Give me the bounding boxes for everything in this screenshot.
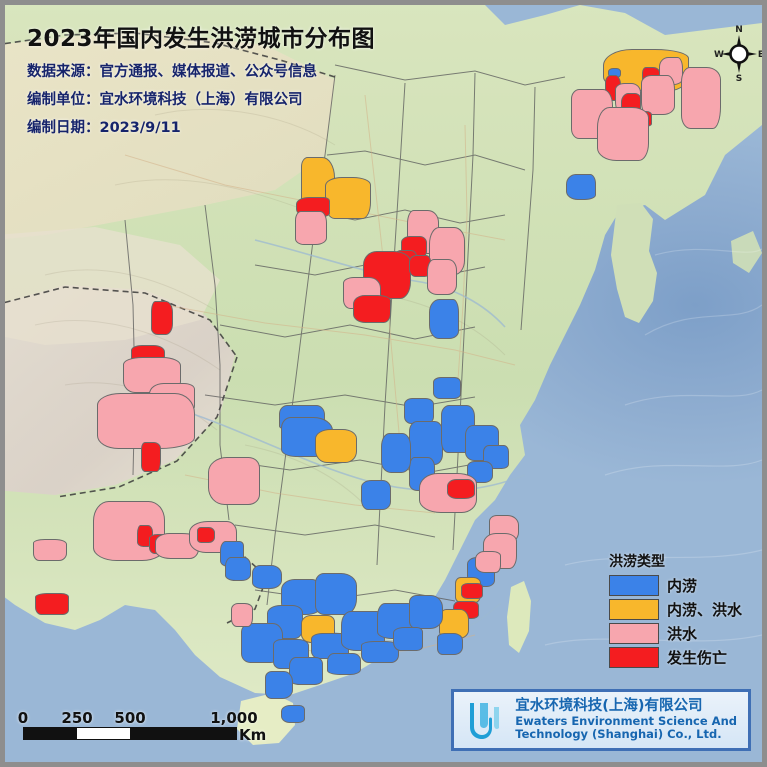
flooded-city-polygon bbox=[641, 75, 675, 115]
flooded-city-polygon bbox=[225, 557, 251, 581]
map-header: 2023年国内发生洪涝城市分布图 数据来源：官方通报、媒体报道、公众号信息 编制… bbox=[27, 19, 375, 137]
flooded-city-polygon bbox=[97, 393, 195, 449]
compass-east-label: E bbox=[758, 50, 764, 60]
legend-swatch bbox=[609, 575, 659, 596]
flooded-city-polygon bbox=[33, 539, 67, 561]
flooded-city-polygon bbox=[361, 641, 399, 663]
flooded-city-polygon bbox=[289, 657, 323, 685]
flooded-city-polygon bbox=[208, 457, 260, 505]
legend: 洪涝类型 内涝内涝、洪水洪水发生伤亡 bbox=[609, 551, 742, 671]
scale-tick-label: 500 bbox=[114, 709, 146, 727]
organization-line: 编制单位：宜水环境科技（上海）有限公司 bbox=[27, 92, 303, 108]
flooded-city-polygon bbox=[437, 633, 463, 655]
compass-west-label: W bbox=[714, 50, 724, 60]
company-name-en-line2: Technology (Shanghai) Co., Ltd. bbox=[515, 727, 722, 742]
legend-item-label: 发生伤亡 bbox=[667, 649, 728, 667]
flooded-city-polygon bbox=[381, 433, 411, 473]
legend-item: 发生伤亡 bbox=[609, 647, 742, 668]
company-name-cn: 宜水环境科技(上海)有限公司 bbox=[515, 697, 703, 714]
flooded-city-polygon bbox=[427, 259, 457, 295]
legend-title: 洪涝类型 bbox=[609, 554, 665, 570]
legend-item: 洪水 bbox=[609, 623, 742, 644]
compass-rose: N W E S bbox=[714, 25, 764, 83]
flooded-city-polygon bbox=[315, 573, 357, 615]
legend-swatch bbox=[609, 623, 659, 644]
scale-bar-graphic bbox=[23, 727, 237, 740]
compass-south-label: S bbox=[736, 74, 742, 83]
compiled-date-line: 编制日期：2023/9/11 bbox=[27, 120, 181, 136]
legend-swatch bbox=[609, 647, 659, 668]
flooded-city-polygon bbox=[566, 174, 596, 200]
scale-tick-label: 1,000 bbox=[210, 709, 258, 727]
scale-tick-label: 250 bbox=[61, 709, 93, 727]
flooded-city-polygon bbox=[681, 67, 721, 129]
flooded-city-polygon bbox=[295, 211, 327, 245]
scale-bar: 0 250 500 1,000 Km bbox=[18, 709, 266, 744]
scale-tick-label: 0 bbox=[17, 709, 29, 727]
flooded-city-polygon bbox=[231, 603, 253, 627]
legend-item-label: 洪水 bbox=[667, 625, 698, 643]
legend-swatch bbox=[609, 599, 659, 620]
flooded-city-polygon bbox=[433, 377, 461, 399]
compass-north-label: N bbox=[735, 25, 743, 35]
flooded-city-polygon bbox=[151, 301, 173, 335]
flooded-city-polygon bbox=[325, 177, 371, 219]
data-source-line: 数据来源：官方通报、媒体报道、公众号信息 bbox=[27, 64, 317, 80]
flooded-city-polygon bbox=[265, 671, 293, 699]
flooded-cities-layer bbox=[5, 5, 762, 762]
flooded-city-polygon bbox=[483, 445, 509, 469]
flooded-city-polygon bbox=[475, 551, 501, 573]
flooded-city-polygon bbox=[327, 653, 361, 675]
flooded-city-polygon bbox=[141, 442, 161, 472]
company-logo: 宜水环境科技(上海)有限公司 Ewaters Environment Scien… bbox=[451, 689, 751, 751]
flooded-city-polygon bbox=[404, 398, 434, 424]
water-drop-icon bbox=[470, 703, 500, 739]
flooded-city-polygon bbox=[393, 627, 423, 651]
flooded-city-polygon bbox=[315, 429, 357, 463]
flooded-city-polygon bbox=[281, 705, 305, 723]
flooded-city-polygon bbox=[35, 593, 69, 615]
flooded-city-polygon bbox=[252, 565, 282, 589]
flooded-city-polygon bbox=[361, 480, 391, 510]
legend-item-label: 内涝、洪水 bbox=[667, 601, 743, 619]
legend-item: 内涝、洪水 bbox=[609, 599, 742, 620]
page-title: 2023年国内发生洪涝城市分布图 bbox=[27, 26, 376, 52]
flooded-city-polygon bbox=[461, 583, 483, 599]
scale-unit-label: Km bbox=[239, 726, 267, 744]
flooded-city-polygon bbox=[429, 299, 459, 339]
flooded-city-polygon bbox=[197, 527, 215, 543]
flooded-city-polygon bbox=[597, 107, 649, 161]
flooded-city-polygon bbox=[447, 479, 475, 499]
flooded-city-polygon bbox=[353, 295, 391, 323]
flooded-city-polygon bbox=[409, 595, 443, 629]
company-name-en-line1: Ewaters Environment Science And bbox=[515, 713, 737, 728]
legend-item: 内涝 bbox=[609, 575, 742, 596]
legend-item-label: 内涝 bbox=[667, 577, 698, 595]
